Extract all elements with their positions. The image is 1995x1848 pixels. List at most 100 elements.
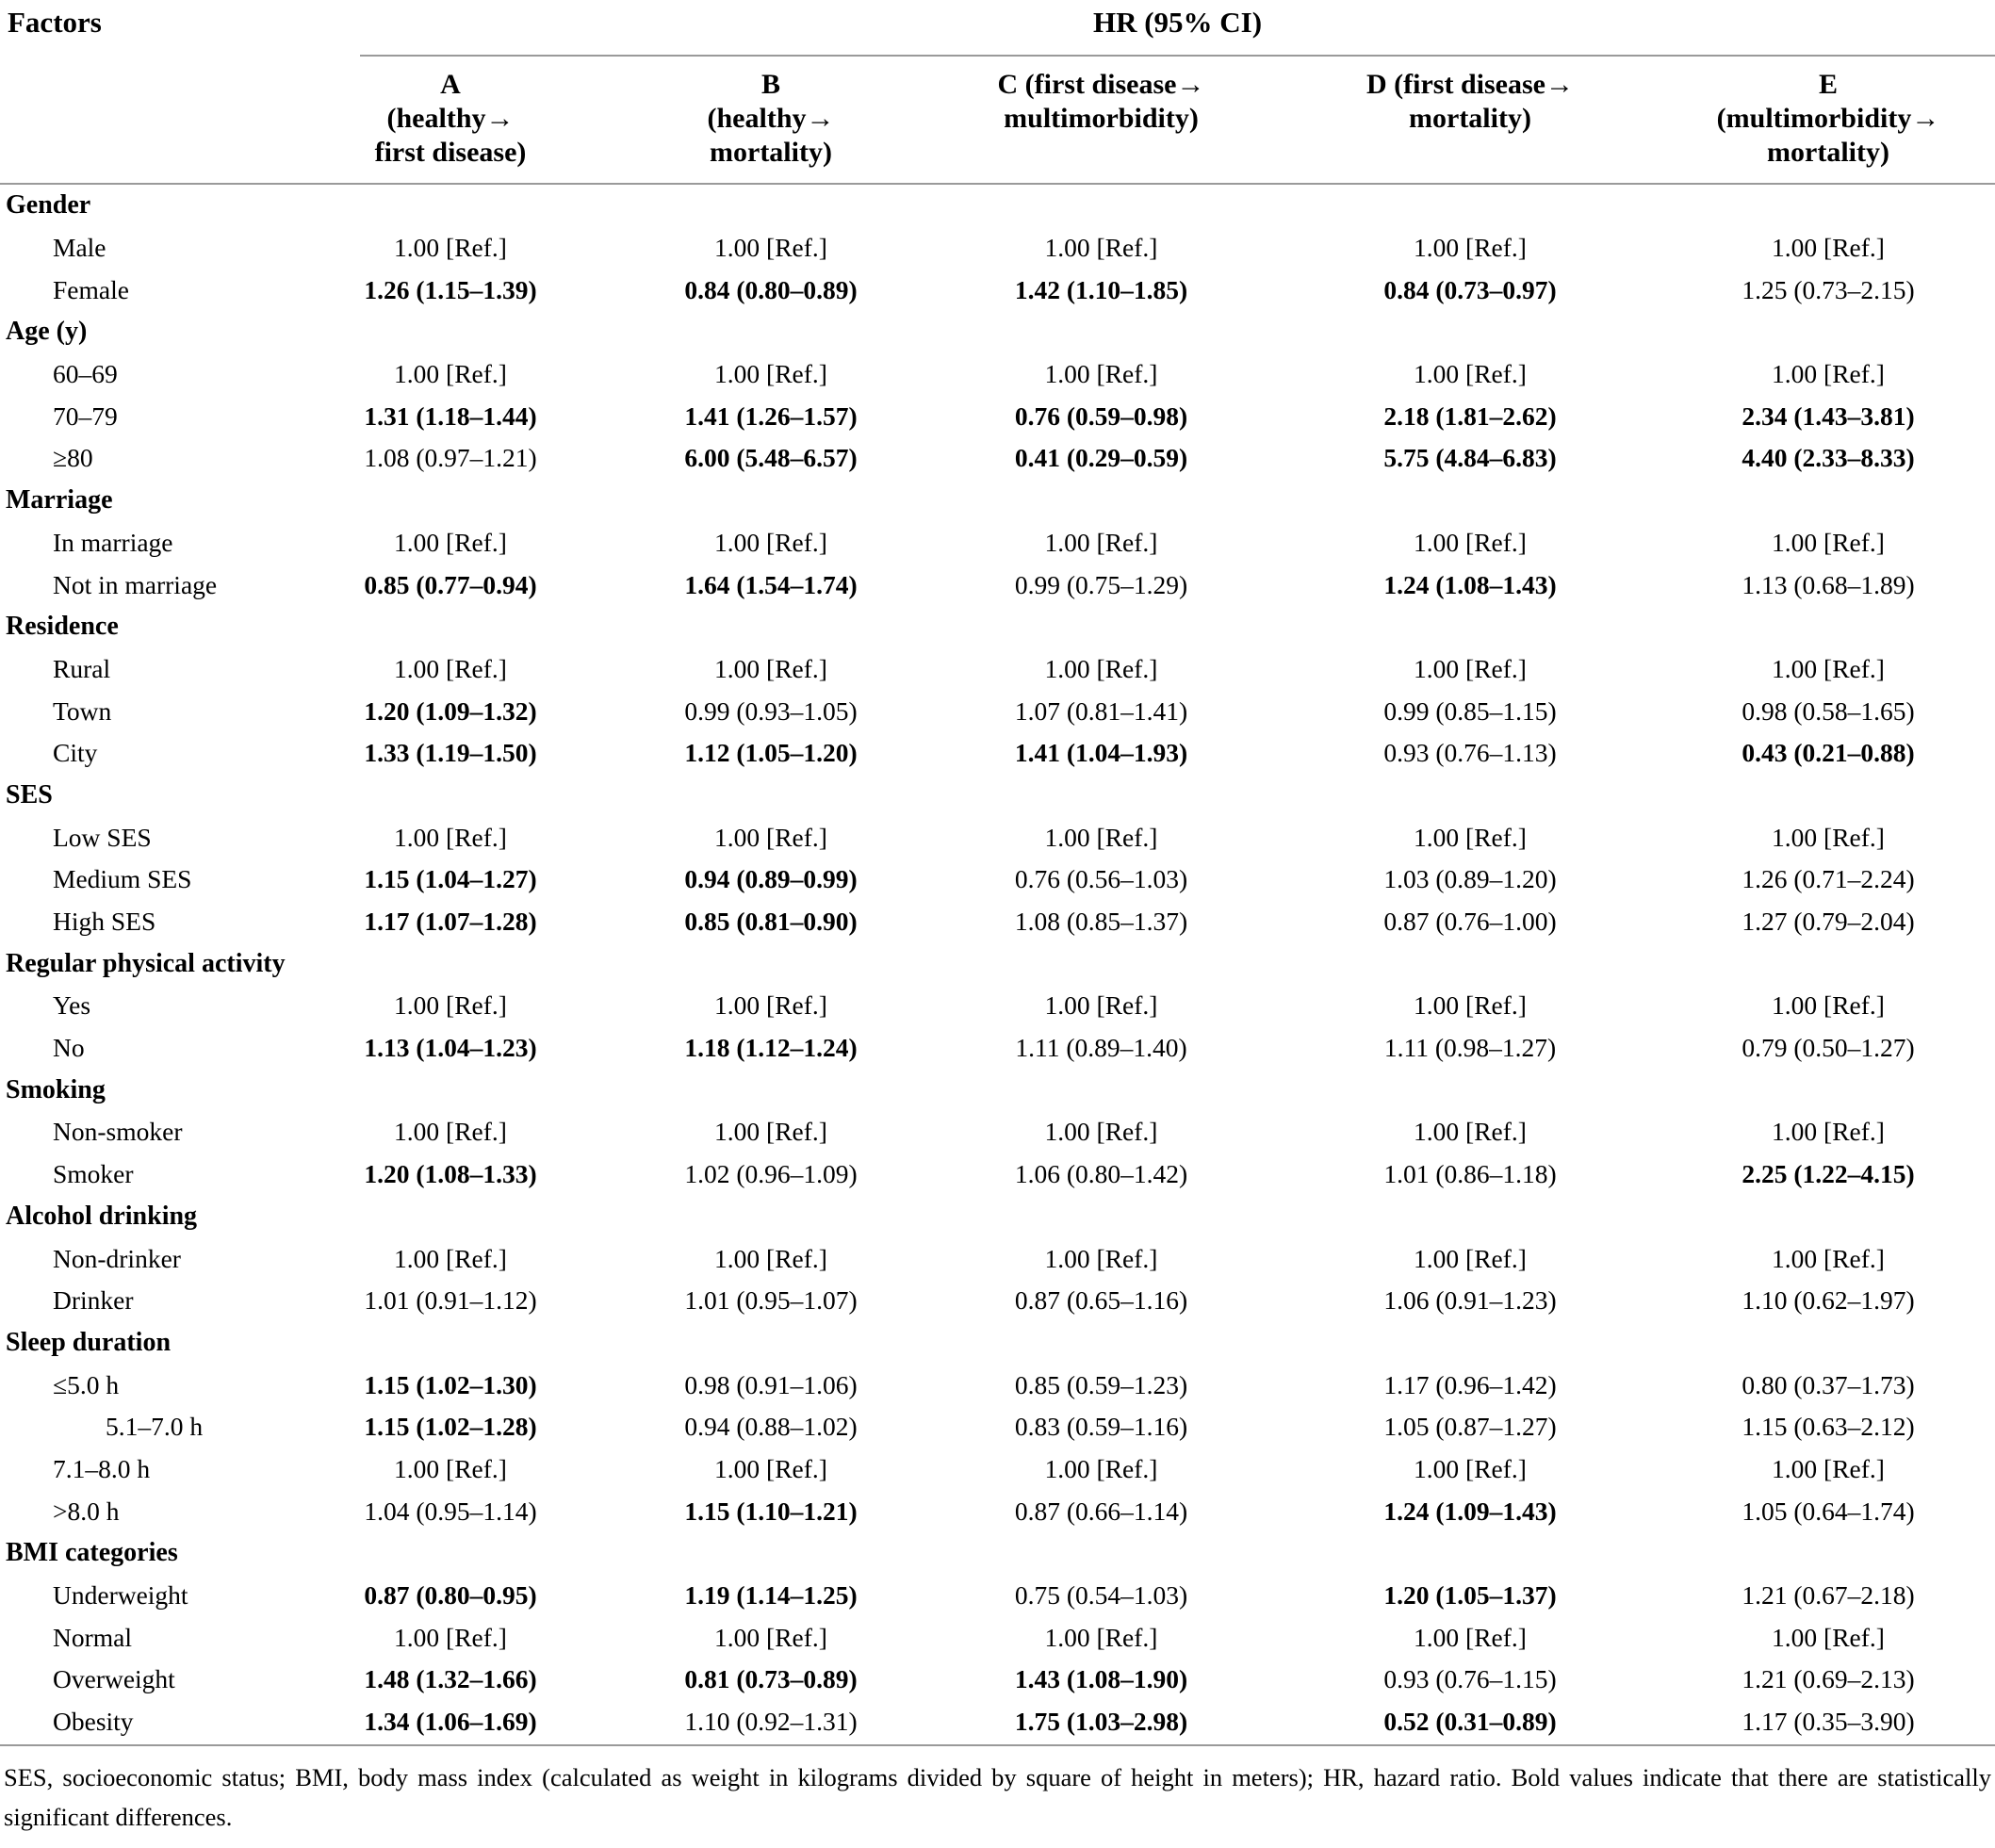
hr-group-header-cell: HR (95% CI) [283, 0, 1995, 57]
section-label: Residence [6, 612, 119, 642]
hr-value-cell: 0.43 (0.21–0.88) [1742, 738, 1915, 768]
table-row: Underweight 0.87 (0.80–0.95) 1.19 (1.14–1.… [0, 1575, 1995, 1617]
hr-value-cell: 1.06 (0.91–1.23) [1383, 1285, 1557, 1316]
hr-value-cell: 1.00 [Ref.] [1414, 990, 1527, 1021]
row-label: Not in marriage [53, 569, 218, 599]
hr-value-cell: 1.00 [Ref.] [1044, 822, 1158, 852]
hr-value-cell: 1.00 [Ref.] [1772, 233, 1885, 263]
hr-value-cell: 1.20 (1.05–1.37) [1383, 1580, 1557, 1611]
hr-value-cell: 1.00 [Ref.] [714, 653, 827, 683]
hr-value-cell: 0.98 (0.58–1.65) [1742, 695, 1915, 726]
table-row: No 1.13 (1.04–1.23) 1.18 (1.12–1.24) 1.11 (… [0, 1027, 1995, 1070]
section-row: Age (y) [0, 311, 1995, 353]
table-row: Obesity 1.34 (1.06–1.69) 1.10 (0.92–1.31) 1… [0, 1701, 1995, 1743]
hr-value-cell: 0.52 (0.31–0.89) [1383, 1707, 1557, 1737]
row-label: Yes [53, 990, 91, 1021]
hazard-ratio-table: Factors HR (95% CI) A (healthy→ first di… [0, 0, 1995, 1742]
table-row: Male 1.00 [Ref.] 1.00 [Ref.] 1.00 [Ref.] 1.0… [0, 227, 1995, 270]
hr-value-cell: 1.15 (1.02–1.28) [364, 1412, 537, 1442]
hr-value-cell: 1.00 [Ref.] [1044, 1117, 1158, 1147]
hr-value-cell: 1.01 (0.95–1.07) [684, 1285, 858, 1316]
row-label: City [53, 738, 98, 768]
row-label: Male [53, 233, 106, 263]
hr-value-cell: 0.98 (0.91–1.06) [684, 1369, 858, 1399]
table-row: >8.0 h 1.04 (0.95–1.14) 1.15 (1.10–1.21) 0.… [0, 1490, 1995, 1532]
hr-value-cell: 1.17 (0.35–3.90) [1742, 1707, 1915, 1737]
section-row: Residence [0, 606, 1995, 648]
hr-value-cell: 1.17 (0.96–1.42) [1383, 1369, 1557, 1399]
hr-value-cell: 1.11 (0.98–1.27) [1383, 1033, 1557, 1063]
row-label: No [53, 1033, 85, 1063]
section-label: Gender [6, 190, 91, 221]
table-row: Low SES 1.00 [Ref.] 1.00 [Ref.] 1.00 [Ref.]… [0, 816, 1995, 859]
hr-value-cell: 1.15 (1.10–1.21) [684, 1496, 858, 1526]
hr-value-cell: 2.18 (1.81–2.62) [1383, 401, 1557, 431]
hr-value-cell: 1.05 (0.87–1.27) [1383, 1412, 1557, 1442]
section-row: Smoking [0, 1069, 1995, 1111]
table-footnote: SES, socioeconomic status; BMI, body mas… [0, 1744, 1995, 1837]
section-label: Regular physical activity [6, 948, 286, 978]
hr-value-cell: 1.07 (0.81–1.41) [1014, 695, 1188, 726]
hr-value-cell: 1.10 (0.92–1.31) [684, 1707, 858, 1737]
hr-value-cell: 1.00 [Ref.] [714, 990, 827, 1021]
row-label: >8.0 h [53, 1496, 120, 1526]
section-row: SES [0, 775, 1995, 817]
hr-value-cell: 1.00 [Ref.] [714, 233, 827, 263]
row-label: Rural [53, 653, 111, 683]
table-row: Town 1.20 (1.09–1.32) 0.99 (0.93–1.05) 1.07… [0, 690, 1995, 732]
hr-value-cell: 1.00 [Ref.] [394, 527, 507, 557]
row-label: 7.1–8.0 h [53, 1453, 151, 1483]
hr-value-cell: 1.00 [Ref.] [714, 1453, 827, 1483]
table-row: 60–69 1.00 [Ref.] 1.00 [Ref.] 1.00 [Ref.] 1.… [0, 353, 1995, 396]
hr-value-cell: 1.00 [Ref.] [1772, 822, 1885, 852]
hr-value-cell: 1.26 (0.71–2.24) [1742, 864, 1915, 894]
section-label: SES [6, 779, 53, 810]
hr-value-cell: 0.94 (0.88–1.02) [684, 1412, 858, 1442]
column-header: D (first disease→ mortality) [1279, 57, 1661, 185]
hr-value-cell: 1.01 (0.86–1.18) [1383, 1159, 1557, 1189]
hr-value-cell: 1.05 (0.64–1.74) [1742, 1496, 1915, 1526]
hr-value-cell: 1.24 (1.09–1.43) [1383, 1496, 1557, 1526]
hr-value-cell: 0.75 (0.54–1.03) [1014, 1580, 1188, 1611]
table-body: Gender Male 1.00 [Ref.] 1.00 [Ref.] 1.00 [Re… [0, 184, 1995, 1742]
hr-value-cell: 0.41 (0.29–0.59) [1014, 443, 1188, 473]
hr-value-cell: 1.00 [Ref.] [394, 1622, 507, 1652]
row-label: High SES [53, 907, 156, 937]
table-row: City 1.33 (1.19–1.50) 1.12 (1.05–1.20) 1.41… [0, 732, 1995, 775]
hr-value-cell: 1.20 (1.08–1.33) [364, 1159, 537, 1189]
hr-value-cell: 1.00 [Ref.] [394, 990, 507, 1021]
hr-value-cell: 1.00 [Ref.] [1044, 1622, 1158, 1652]
hr-value-cell: 1.00 [Ref.] [394, 822, 507, 852]
section-row: BMI categories [0, 1532, 1995, 1575]
row-label: Non-smoker [53, 1117, 183, 1147]
hr-value-cell: 1.34 (1.06–1.69) [364, 1707, 537, 1737]
row-label: 70–79 [53, 401, 118, 431]
row-label: Town [53, 695, 112, 726]
section-label: Sleep duration [6, 1327, 172, 1357]
hr-value-cell: 0.76 (0.59–0.98) [1014, 401, 1188, 431]
hr-value-cell: 1.25 (0.73–2.15) [1742, 274, 1915, 304]
section-row: Sleep duration [0, 1322, 1995, 1365]
row-label: 5.1–7.0 h [106, 1412, 204, 1442]
hr-value-cell: 1.00 [Ref.] [1414, 359, 1527, 389]
hr-value-cell: 0.99 (0.75–1.29) [1014, 569, 1188, 599]
hr-value-cell: 1.00 [Ref.] [1044, 1453, 1158, 1483]
hr-value-cell: 1.21 (0.69–2.13) [1742, 1664, 1915, 1694]
section-row: Marriage [0, 480, 1995, 522]
hr-value-cell: 1.00 [Ref.] [1414, 1622, 1527, 1652]
section-label: Age (y) [6, 317, 88, 347]
hr-value-cell: 0.99 (0.85–1.15) [1383, 695, 1557, 726]
hr-value-cell: 1.20 (1.09–1.32) [364, 695, 537, 726]
hr-value-cell: 0.79 (0.50–1.27) [1742, 1033, 1915, 1063]
hr-value-cell: 1.18 (1.12–1.24) [684, 1033, 858, 1063]
row-label: Overweight [53, 1664, 175, 1694]
row-label: ≥80 [53, 443, 93, 473]
hr-value-cell: 1.13 (0.68–1.89) [1742, 569, 1915, 599]
hr-value-cell: 1.01 (0.91–1.12) [364, 1285, 537, 1316]
table-row: Normal 1.00 [Ref.] 1.00 [Ref.] 1.00 [Ref.] 1… [0, 1616, 1995, 1659]
hr-value-cell: 4.40 (2.33–8.33) [1742, 443, 1915, 473]
row-label: Low SES [53, 822, 152, 852]
hr-value-cell: 5.75 (4.84–6.83) [1383, 443, 1557, 473]
section-row: Gender [0, 184, 1995, 227]
